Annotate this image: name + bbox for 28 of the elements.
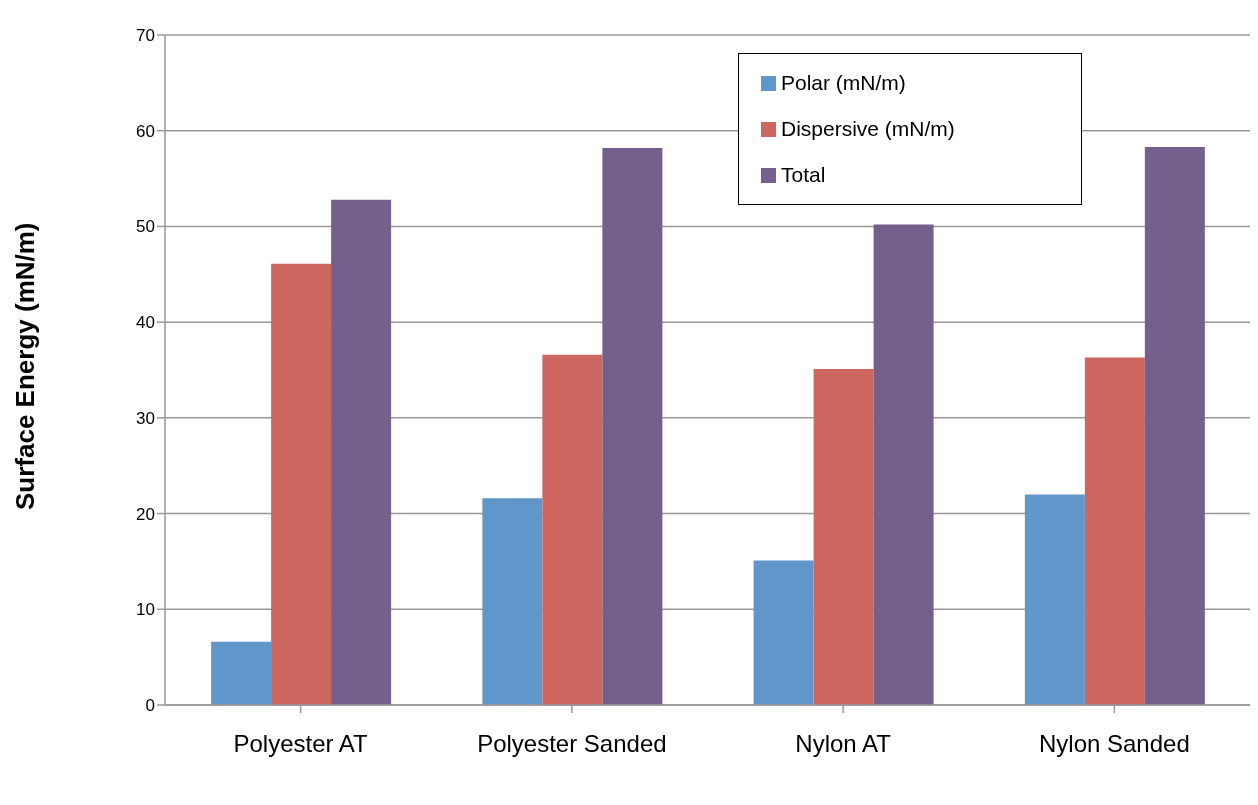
y-axis-title: Surface Energy (mN/m): [10, 222, 41, 510]
legend-label: Dispersive (mN/m): [781, 117, 955, 141]
bar: [331, 199, 392, 705]
bar: [813, 369, 874, 705]
bar: [753, 560, 814, 705]
bar: [271, 263, 332, 705]
y-tick-label: 30: [136, 408, 155, 428]
y-tick-label: 60: [136, 121, 155, 141]
x-tick-label: Nylon Sanded: [1038, 730, 1190, 758]
x-tick-label: Polyester AT: [233, 730, 369, 758]
bar: [1084, 357, 1145, 705]
y-tick-label: 20: [136, 504, 155, 524]
legend-label: Total: [781, 163, 826, 187]
legend-label: Polar (mN/m): [781, 71, 906, 95]
y-tick-label: 0: [145, 696, 155, 716]
bar: [873, 224, 934, 705]
bar: [211, 641, 272, 705]
bar: [482, 498, 543, 705]
bar: [1024, 494, 1085, 705]
y-tick-label: 40: [136, 313, 155, 333]
bar: [602, 147, 663, 705]
bar: [1144, 146, 1205, 705]
y-tick-label: 50: [136, 217, 155, 237]
x-tick-label: Nylon AT: [795, 730, 892, 758]
y-tick-label: 70: [136, 26, 155, 46]
x-tick-label: Polyester Sanded: [477, 730, 667, 758]
y-tick-label: 10: [136, 600, 155, 620]
bar: [542, 354, 603, 705]
